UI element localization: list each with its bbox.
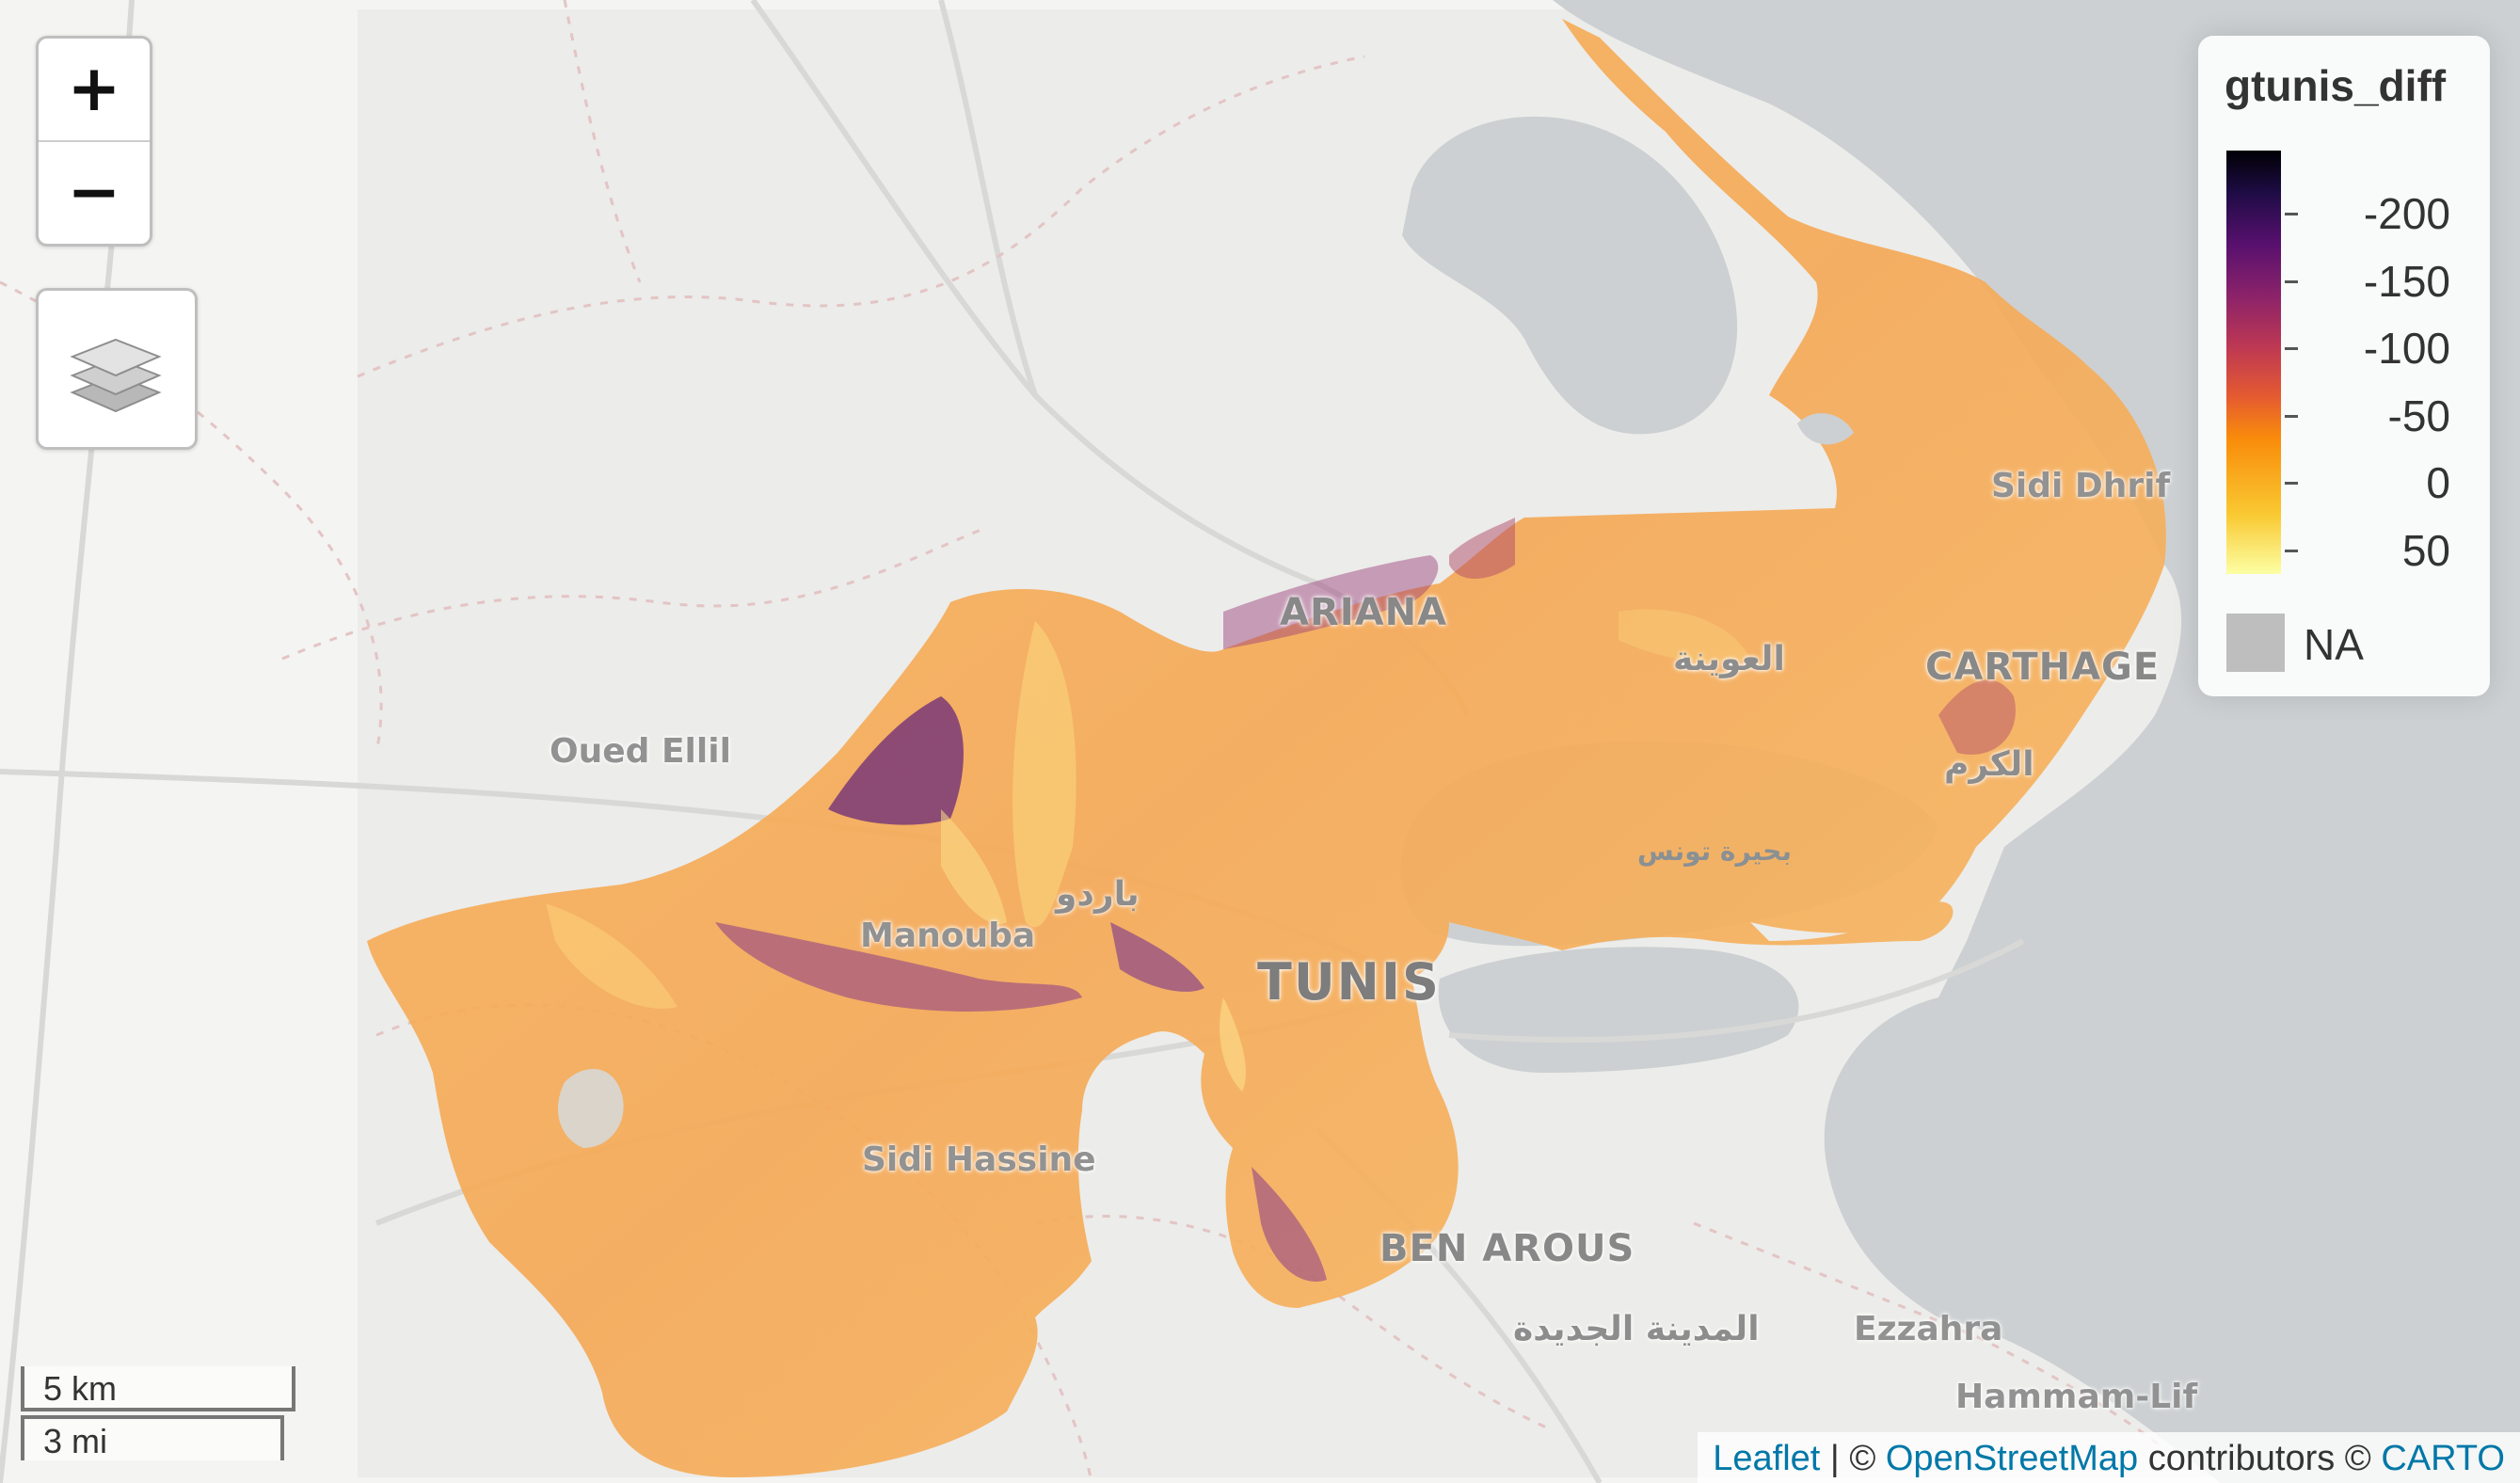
legend-na-label: NA [2304,620,2364,669]
raster-layer [367,19,2166,1477]
legend-tick-mark [2285,279,2298,283]
label-sidi-dhrif: Sidi Dhrif [1991,467,2171,505]
attribution-contributors: contributors © [2138,1439,2382,1478]
leaflet-link[interactable]: Leaflet [1713,1439,1821,1478]
label-bardo-ar: باردو [1056,875,1140,914]
label-hammam-lif: Hammam-Lif [1955,1378,2198,1416]
label-ariana: ARIANA [1280,591,1448,634]
label-sidi-hassine: Sidi Hassine [862,1140,1096,1179]
layers-button[interactable] [36,288,198,450]
label-ezzahra: Ezzahra [1854,1310,2003,1348]
legend-na-swatch [2226,614,2285,672]
legend-tick-label: -50 [2387,391,2450,440]
label-lake-tunis-ar: بحيرة تونس [1637,836,1792,867]
label-medina-jadida-ar: المدينة الجديدة [1513,1310,1760,1348]
legend-tick-label: 0 [2426,458,2450,507]
osm-link[interactable]: OpenStreetMap [1885,1439,2139,1478]
legend-tick-label: 50 [2401,525,2450,575]
label-ben-arous: BEN AROUS [1380,1227,1635,1270]
zoom-in-button[interactable]: + [39,39,150,142]
legend-tick-label: -100 [2363,324,2450,373]
layers-icon [70,338,162,413]
legend-tick-mark [2285,549,2298,552]
carto-link[interactable]: CARTO [2381,1439,2505,1478]
zoom-out-button[interactable]: − [67,155,121,230]
zoom-control: + − [36,36,152,247]
legend-tick-mark [2285,414,2298,418]
scale-mi: 3 mi [21,1415,284,1460]
label-tunis: TUNIS [1257,952,1441,1012]
label-carthage: CARTHAGE [1925,646,2161,689]
legend-title: gtunis_diff [2225,61,2447,110]
legend-tick-mark [2285,347,2298,350]
sebkha-ariana [1402,116,1738,435]
legend-colorbar [2226,151,2281,574]
label-manouba: Manouba [860,917,1036,955]
label-aouina-ar: العوينة [1673,640,1785,678]
legend: gtunis_diff -200 -150 -100 -50 0 50 NA [2198,36,2490,696]
scale-km: 5 km [21,1366,295,1411]
legend-tick-mark [2285,482,2298,485]
legend-tick-label: -200 [2363,189,2450,238]
label-oued-ellil: Oued Ellil [550,732,731,771]
attribution: Leaflet | © OpenStreetMap contributors ©… [1698,1432,2520,1483]
label-kram-ar: الكرم [1944,745,2034,784]
attribution-sep: | © [1820,1439,1886,1478]
legend-tick-mark [2285,213,2298,215]
legend-tick-label: -150 [2363,256,2450,306]
